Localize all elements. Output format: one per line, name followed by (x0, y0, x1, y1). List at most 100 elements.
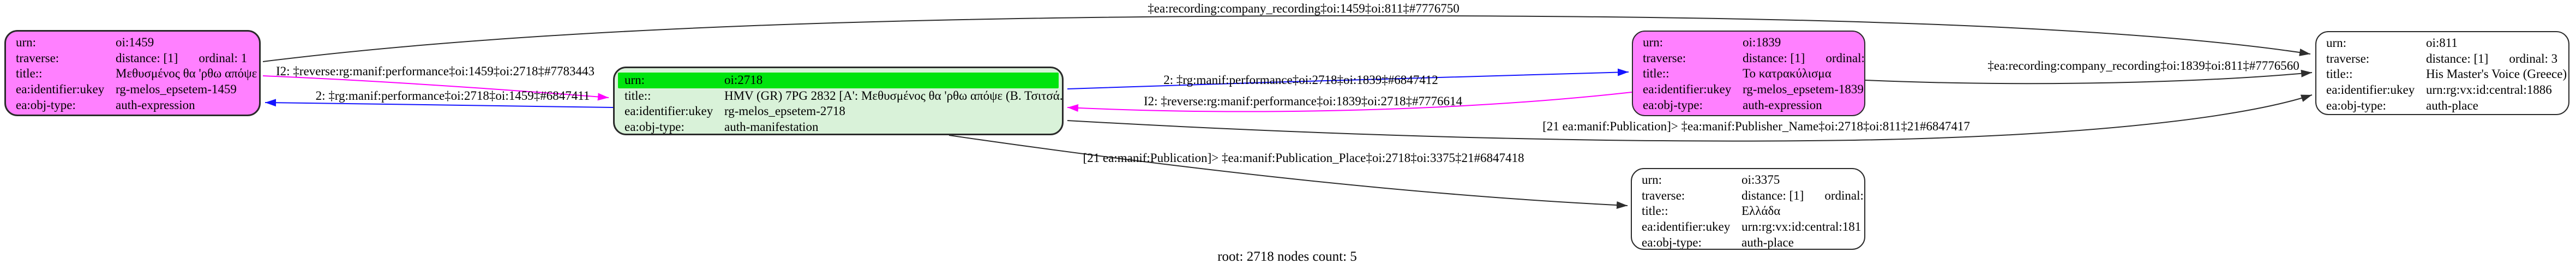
edge-performance-2718-1459 (265, 99, 614, 108)
field-key: ea:identifier:ukey (2326, 83, 2415, 97)
edge-label-reverse-performance-1459-2718: I2: ‡reverse:rg:manif:performance‡oi:145… (275, 64, 595, 78)
edge-label-company-recording-1839-811: ‡ea:recording:company_recording‡oi:1839‡… (1987, 59, 2299, 73)
field-key: ea:identifier:ukey (1643, 82, 1732, 97)
edge-publication-place-2718-3375 (948, 135, 1628, 209)
node-row: ea:obj-type: auth-expression (1633, 97, 1864, 113)
edge-label-publication-place-2718-3375: [21 ea:manif:Publication]> ‡ea:manif:Pub… (1083, 151, 1524, 165)
node-row: title:: Ελλάδα (1632, 203, 1864, 219)
node-row: ea:obj-type: auth-expression (6, 97, 259, 113)
node-row: traverse: distance: [1] ordinal: 2 (1633, 51, 1864, 67)
field-value-2: ordinal: 1 (199, 51, 248, 65)
node-row: urn: oi:3375 (1632, 172, 1864, 188)
edge-label-company-recording-1459-811: ‡ea:recording:company_recording‡oi:1459‡… (1148, 2, 1460, 15)
graph-caption: root: 2718 nodes count: 5 (1217, 249, 1357, 264)
field-value: auth-expression (1743, 98, 1822, 112)
field-value: rg-melos_epsetem-2718 (724, 104, 845, 118)
node-oi-3375: urn: oi:3375 traverse: distance: [1] ord… (1631, 168, 1865, 250)
field-key: traverse: (2326, 51, 2370, 65)
field-value: oi:3375 (1742, 173, 1780, 187)
node-row: urn: oi:1839 (1633, 35, 1864, 51)
field-value-2: ordinal: 3 (2509, 51, 2558, 65)
field-value: oi:1459 (116, 35, 154, 50)
node-row: title:: His Master's Voice (Greece) (2316, 67, 2568, 82)
field-key: ea:identifier:ukey (1642, 220, 1731, 234)
field-key: ea:identifier:ukey (625, 104, 713, 118)
edge-publisher-name-2718-811 (1067, 94, 2313, 142)
edge-label-reverse-performance-1839-2718: I2: ‡reverse:rg:manif:performance‡oi:183… (1143, 94, 1463, 108)
field-key: urn: (16, 35, 37, 50)
field-value-2: ordinal: 2 (1826, 51, 1865, 65)
field-value: Το κατρακύλισμα (1743, 67, 1832, 81)
node-row: ea:identifier:ukey rg-melos_epsetem-1459 (6, 82, 259, 98)
field-key: ea:obj-type: (16, 98, 76, 112)
field-key: ea:obj-type: (1642, 235, 1702, 249)
field-value: oi:811 (2426, 36, 2458, 50)
node-oi-2718: urn: oi:2718 title:: HMV (GR) 7PG 2832 [… (613, 67, 1064, 135)
field-key: title:: (1642, 204, 1668, 218)
field-key: urn: (1643, 35, 1664, 50)
field-value: auth-place (1742, 235, 1794, 249)
node-row-highlighted: urn: oi:2718 (618, 73, 1059, 88)
field-value: distance: [1] (1742, 188, 1804, 202)
node-row: traverse: distance: [1] ordinal: 1 (6, 51, 259, 67)
node-row: traverse: distance: [1] ordinal: 3 (2316, 51, 2568, 67)
edge-company-recording-1459-811 (262, 15, 2311, 62)
field-value: urn:rg:vx:id:central:1886 (2426, 83, 2552, 97)
field-value: oi:2718 (724, 73, 763, 87)
field-key: title:: (16, 67, 43, 81)
field-key: ea:obj-type: (1643, 98, 1703, 112)
node-oi-811: urn: oi:811 traverse: distance: [1] ordi… (2315, 31, 2569, 115)
edge-reverse-performance-1459-2718 (262, 75, 609, 101)
node-row: title:: Το κατρακύλισμα (1633, 66, 1864, 82)
field-key: ea:identifier:ukey (16, 82, 105, 97)
node-row: urn: oi:811 (2316, 35, 2568, 51)
node-row: ea:obj-type: auth-manifestation (615, 119, 1062, 134)
node-row: ea:identifier:ukey urn:rg:vx:id:central:… (2316, 82, 2568, 98)
field-key: title:: (1643, 67, 1670, 81)
edge-label-publisher-name-2718-811: [21 ea:manif:Publication]> ‡ea:manif:Pub… (1542, 119, 1970, 133)
field-value: HMV (GR) 7PG 2832 [Α': Μεθυσμένος θα 'ρθ… (724, 88, 1064, 103)
field-value: His Master's Voice (Greece) (2426, 67, 2567, 81)
node-oi-1459: urn: oi:1459 traverse: distance: [1] ord… (4, 30, 261, 116)
field-key: title:: (625, 88, 651, 103)
field-key: urn: (625, 73, 645, 87)
node-row: urn: oi:1459 (6, 35, 259, 51)
field-key: traverse: (1643, 51, 1686, 65)
field-value: auth-manifestation (724, 119, 819, 134)
field-value: auth-expression (116, 98, 195, 112)
field-value: auth-place (2426, 98, 2478, 112)
field-value: Ελλάδα (1742, 204, 1781, 218)
edge-performance-2718-1839 (1067, 68, 1629, 89)
edge-company-recording-1839-811 (1865, 69, 2313, 85)
field-key: ea:obj-type: (2326, 98, 2386, 112)
node-row: traverse: distance: [1] ordinal: 4 (1632, 188, 1864, 204)
node-row: title:: Μεθυσμένος θα 'ρθω απόψε (6, 66, 259, 82)
node-row: ea:obj-type: auth-place (1632, 235, 1864, 249)
node-row: ea:identifier:ukey rg-melos_epsetem-1839 (1633, 82, 1864, 98)
field-key: traverse: (16, 51, 59, 65)
edge-reverse-performance-1839-2718 (1067, 92, 1632, 112)
node-row: ea:identifier:ukey rg-melos_epsetem-2718 (615, 104, 1062, 119)
node-row: title:: HMV (GR) 7PG 2832 [Α': Μεθυσμένο… (615, 88, 1062, 104)
field-value: distance: [1] (2426, 51, 2489, 65)
edge-label-performance-2718-1459: 2: ‡rg:manif:performance‡oi:2718‡oi:1459… (315, 89, 590, 103)
node-oi-1839: urn: oi:1839 traverse: distance: [1] ord… (1632, 31, 1865, 116)
edge-label-performance-2718-1839: 2: ‡rg:manif:performance‡oi:2718‡oi:1839… (1163, 73, 1438, 87)
field-key: traverse: (1642, 188, 1685, 202)
field-value-2: ordinal: 4 (1824, 188, 1864, 202)
field-value: rg-melos_epsetem-1839 (1743, 82, 1864, 97)
node-row: ea:obj-type: auth-place (2316, 98, 2568, 113)
field-key: urn: (1642, 173, 1662, 187)
field-value: Μεθυσμένος θα 'ρθω απόψε (116, 67, 257, 81)
field-value: rg-melos_epsetem-1459 (116, 82, 237, 97)
field-key: title:: (2326, 67, 2353, 81)
field-value: urn:rg:vx:id:central:181 (1742, 220, 1862, 234)
field-value: distance: [1] (1743, 51, 1805, 65)
field-key: urn: (2326, 36, 2347, 50)
field-value: oi:1839 (1743, 35, 1781, 50)
field-key: ea:obj-type: (625, 119, 684, 134)
field-value: distance: [1] (116, 51, 178, 65)
node-row: ea:identifier:ukey urn:rg:vx:id:central:… (1632, 219, 1864, 235)
